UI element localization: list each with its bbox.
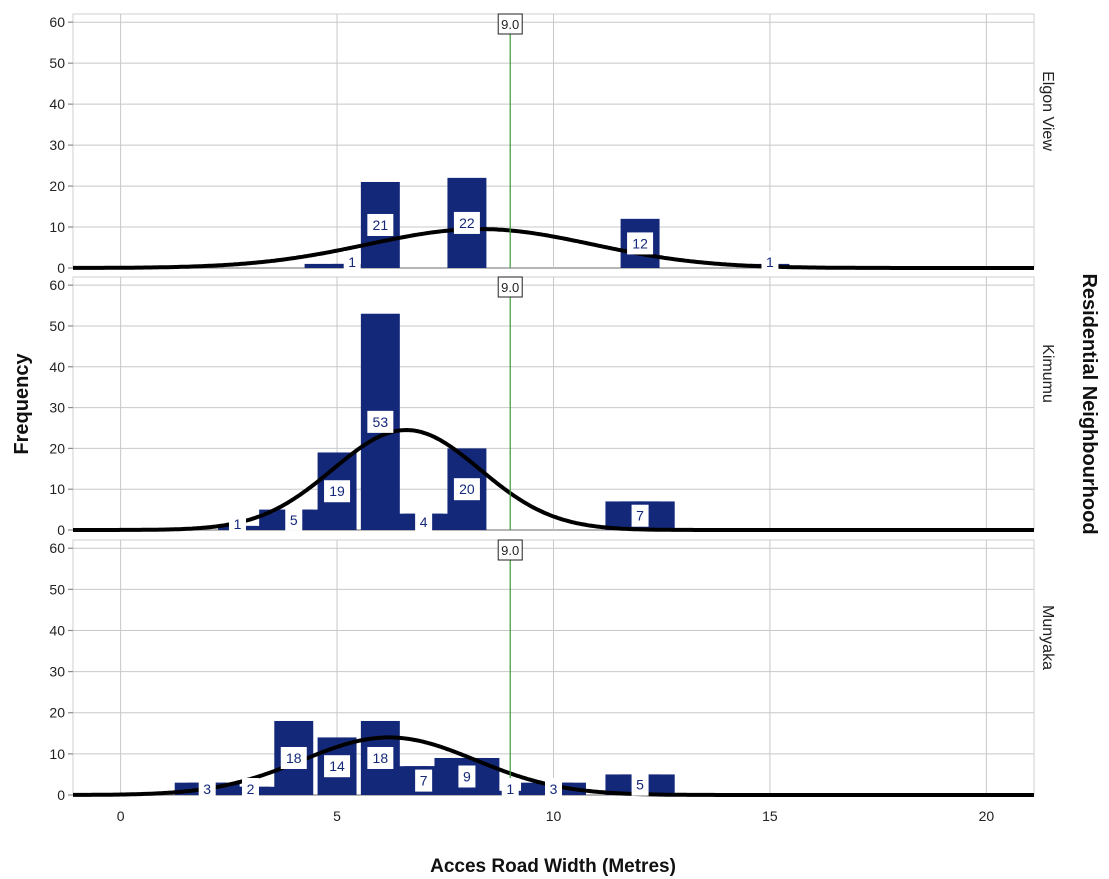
- y-tick-label: 60: [49, 540, 65, 556]
- y-tick-label: 10: [49, 481, 65, 497]
- y-tick-label: 30: [49, 400, 65, 416]
- bar-label-box: [545, 778, 562, 800]
- bar-label-box: [627, 232, 654, 255]
- bar-data-label: 3: [550, 781, 558, 797]
- bar-label-box: [761, 251, 779, 273]
- bar-label-box: [415, 510, 433, 533]
- bar-label-box: [367, 746, 394, 769]
- bar-data-label: 21: [373, 217, 389, 233]
- bar-label-box: [501, 778, 519, 800]
- bar-data-label: 7: [636, 508, 644, 524]
- bar-label-box: [324, 480, 351, 503]
- x-tick-label: 15: [762, 808, 778, 824]
- y-tick-label: 40: [49, 622, 65, 638]
- y-tick-label: 40: [49, 96, 65, 112]
- x-tick-label: 5: [333, 808, 341, 824]
- y-tick-label: 10: [49, 746, 65, 762]
- bar-label-box: [415, 769, 433, 792]
- bar-label-box: [631, 504, 649, 527]
- panel-kimumu: 0 10 20 30 40 50 60 9.0 1 5 19 53 4 20 7 Kimumu: [49, 276, 1056, 538]
- reference-line-label: 9.0: [501, 543, 519, 558]
- bar-data-label: 18: [286, 750, 302, 766]
- bar-data-label: 3: [203, 781, 211, 797]
- bar-data-label: 1: [506, 781, 514, 797]
- bar-label-box: [280, 746, 307, 769]
- x-tick-label: 20: [979, 808, 995, 824]
- histogram-bar: [304, 263, 344, 268]
- normal-curve: [73, 227, 1034, 270]
- bar-label-box: [285, 508, 303, 531]
- facet-label: Elgon View: [1039, 71, 1056, 151]
- panel-munyaka: 0 10 20 30 40 50 60 9.0 3 2 18 14 18 7 9 1 3 5 Munyaka: [49, 539, 1056, 803]
- bar-label-box: [324, 755, 351, 778]
- bar-label-box: [343, 251, 361, 273]
- x-tick-label: 0: [117, 808, 125, 824]
- bar-label-box: [241, 778, 259, 800]
- bar-data-label: 18: [373, 750, 389, 766]
- y-tick-label: 60: [49, 14, 65, 30]
- y-tick-label: 0: [57, 787, 65, 803]
- bar-label-box: [631, 773, 649, 796]
- bar-label-box: [367, 410, 394, 433]
- bar-data-label: 53: [373, 414, 389, 430]
- y-tick-label: 50: [49, 55, 65, 71]
- bar-label-box: [453, 211, 480, 234]
- bar-data-label: 9: [463, 768, 471, 784]
- bar-data-label: 1: [348, 254, 356, 270]
- y-tick-label: 10: [49, 219, 65, 235]
- bar-data-label: 5: [290, 512, 298, 528]
- y-tick-label: 60: [49, 277, 65, 293]
- y-axis-title: Frequency: [11, 353, 33, 455]
- y-tick-label: 30: [49, 137, 65, 153]
- y-tick-label: 50: [49, 318, 65, 334]
- y-tick-label: 0: [57, 260, 65, 276]
- x-tick-label: 10: [546, 808, 562, 824]
- facet-label: Munyaka: [1039, 605, 1056, 670]
- bar-data-label: 19: [329, 483, 345, 499]
- reference-label-box: [497, 539, 523, 561]
- facet-label: Kimumu: [1039, 344, 1056, 403]
- y-tick-label: 20: [49, 440, 65, 456]
- y-tick-label: 0: [57, 522, 65, 538]
- y-tick-label: 20: [49, 705, 65, 721]
- y-tick-label: 20: [49, 178, 65, 194]
- bar-data-label: 2: [247, 781, 255, 797]
- bar-data-label: 5: [636, 777, 644, 793]
- bar-data-label: 14: [329, 758, 345, 774]
- reference-label-box: [497, 276, 523, 298]
- histogram-bar: [246, 786, 286, 795]
- bar-data-label: 4: [420, 514, 428, 530]
- y-tick-label: 40: [49, 359, 65, 375]
- bar-data-label: 1: [766, 254, 774, 270]
- bar-label-box: [198, 778, 216, 800]
- y-tick-label: 50: [49, 581, 65, 597]
- bar-data-label: 7: [420, 773, 428, 789]
- bar-label-box: [458, 765, 476, 788]
- y-tick-label: 30: [49, 664, 65, 680]
- bar-label-box: [228, 513, 246, 535]
- bar-data-label: 22: [459, 215, 475, 231]
- x-axis-title: Acces Road Width (Metres): [430, 856, 676, 877]
- reference-line-label: 9.0: [501, 280, 519, 295]
- facet-title: Residential Neighbourhood: [1078, 273, 1100, 534]
- reference-label-box: [497, 13, 523, 35]
- bar-data-label: 12: [632, 235, 648, 251]
- bar-label-box: [367, 213, 394, 236]
- bar-data-label: 1: [234, 516, 242, 532]
- bar-label-box: [453, 478, 480, 501]
- reference-line-label: 9.0: [501, 17, 519, 32]
- bar-data-label: 20: [459, 481, 475, 497]
